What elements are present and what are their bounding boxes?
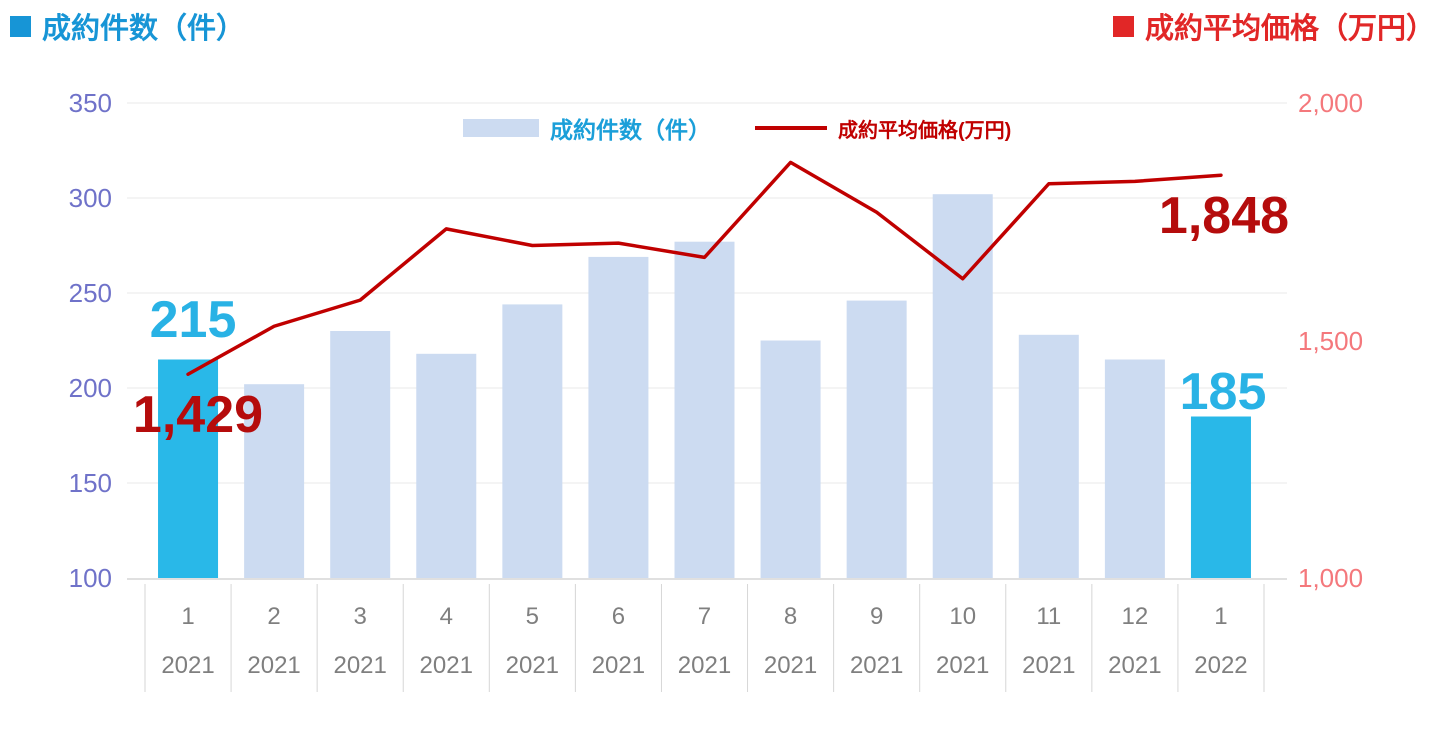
legend-line-swatch	[755, 126, 827, 130]
bar	[416, 353, 477, 578]
bar	[244, 384, 305, 578]
bar-series-title-text: 成約件数（件）	[42, 13, 246, 45]
bar-series-title: 成約件数（件）	[10, 5, 245, 47]
legend-bar-label: 成約件数（件）	[550, 117, 711, 143]
line-series-title-text: 成約平均価格（万円）	[1144, 13, 1435, 45]
blue-square-icon	[10, 15, 31, 37]
red-square-icon	[1112, 15, 1134, 37]
bar	[158, 359, 219, 578]
line-value-label-last: 1,848	[1158, 187, 1290, 245]
bar	[846, 300, 907, 578]
bar-value-label-first: 215	[149, 291, 237, 349]
legend-line-label: 成約平均価格(万円)	[838, 119, 1012, 142]
legend: 成約件数（件） 成約平均価格(万円)	[463, 111, 1011, 145]
bar	[1190, 416, 1251, 578]
bar	[588, 256, 649, 578]
bar	[674, 241, 735, 578]
bar	[330, 331, 391, 578]
line-series-title: 成約平均価格（万円）	[1112, 5, 1435, 47]
legend-bar-swatch	[463, 119, 539, 137]
bar	[1104, 359, 1165, 578]
price-line	[186, 160, 1223, 376]
line-value-label-first: 1,429	[132, 386, 264, 444]
bar	[502, 304, 563, 578]
bar	[1018, 334, 1079, 578]
bar-value-label-last: 185	[1179, 363, 1267, 421]
bar	[932, 194, 993, 578]
bar	[760, 340, 821, 578]
